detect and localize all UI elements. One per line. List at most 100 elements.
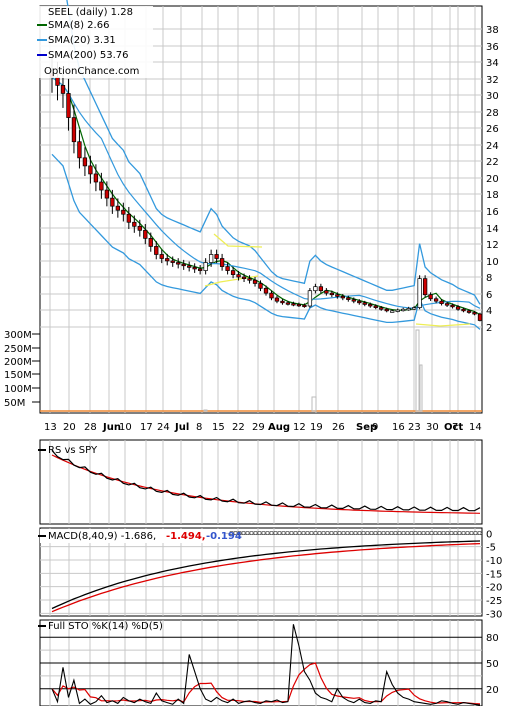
macd-hist-bar bbox=[265, 531, 270, 535]
price-tick: 14 bbox=[486, 224, 499, 235]
candle-body bbox=[455, 306, 461, 310]
candle-body bbox=[93, 173, 99, 183]
candle-body bbox=[384, 308, 389, 312]
volume-bars bbox=[40, 329, 482, 412]
macd-hist-bar bbox=[285, 531, 290, 535]
candle-body bbox=[401, 308, 406, 312]
macd-lines bbox=[51, 531, 482, 613]
macd-hist-bar bbox=[325, 531, 330, 535]
macd-hist-bar bbox=[397, 531, 402, 535]
macd-hist-bar bbox=[421, 531, 426, 535]
price-tick: 38 bbox=[486, 25, 499, 36]
candle-body bbox=[296, 304, 302, 307]
candle-body bbox=[71, 117, 77, 143]
candle-body bbox=[143, 229, 148, 239]
price-panel-frame bbox=[39, 5, 483, 414]
macd-hist-bar bbox=[477, 531, 482, 535]
candle-body bbox=[55, 76, 60, 86]
date-tick: 20 bbox=[63, 422, 76, 433]
macd-hist-bar bbox=[233, 531, 238, 535]
macd-hist-bar bbox=[377, 531, 382, 535]
rs-line bbox=[51, 450, 481, 512]
macd-hist-bar bbox=[261, 531, 266, 535]
candle-body bbox=[132, 221, 137, 227]
macd-hist-bar bbox=[321, 531, 326, 535]
macd-tick: -20 bbox=[486, 583, 502, 594]
macd-hist-bar bbox=[289, 531, 294, 535]
candle-body bbox=[263, 287, 269, 294]
macd-hist-bar bbox=[417, 531, 422, 535]
candle-body bbox=[192, 267, 197, 270]
macd-hist-bar bbox=[313, 531, 318, 535]
price-grid bbox=[40, 6, 482, 413]
rs-ma-line bbox=[51, 454, 481, 514]
candle-body bbox=[60, 85, 66, 94]
candle-body bbox=[318, 286, 324, 292]
candle-body bbox=[252, 279, 258, 284]
volume-bar bbox=[311, 396, 317, 412]
legend-box bbox=[38, 6, 153, 78]
candle-body bbox=[373, 305, 378, 308]
macd-hist-bar bbox=[301, 531, 306, 535]
highlight-bottom bbox=[415, 323, 471, 327]
macd-tick: -25 bbox=[486, 596, 502, 607]
date-tick: 8 bbox=[196, 422, 202, 433]
price-tick: 2 bbox=[486, 323, 492, 334]
macd-hist-bar bbox=[445, 531, 450, 535]
macd-hist-bar bbox=[401, 531, 406, 535]
price-tick: 26 bbox=[486, 124, 499, 135]
volume-tick: 150M bbox=[4, 370, 32, 381]
date-tick: Jun bbox=[102, 422, 121, 433]
candle-body bbox=[450, 304, 455, 308]
macd-hist-bar bbox=[437, 531, 442, 535]
volume-tick: 250M bbox=[4, 344, 32, 355]
candle-body bbox=[236, 274, 241, 278]
macd-signal-value: -1.494, bbox=[166, 531, 206, 542]
rs-panel-frame bbox=[39, 439, 483, 525]
candle-body bbox=[219, 258, 225, 267]
candle-body bbox=[126, 213, 131, 223]
candle-body bbox=[159, 254, 164, 259]
macd-hist-value: -0.194 bbox=[206, 531, 242, 542]
candle-body bbox=[208, 254, 214, 263]
candle-body bbox=[230, 270, 236, 275]
candle-body bbox=[170, 260, 175, 263]
candle-body bbox=[110, 197, 115, 207]
candle-body bbox=[461, 308, 466, 312]
candle-body bbox=[154, 246, 159, 255]
macd-hist-bar bbox=[453, 531, 458, 535]
candle-body bbox=[379, 307, 384, 310]
macd-hist-bar bbox=[329, 531, 334, 535]
candle-body bbox=[346, 297, 351, 300]
stoch-grid bbox=[40, 620, 482, 706]
macd-hist-bar bbox=[249, 531, 254, 535]
macd-legend-bg bbox=[40, 529, 225, 543]
price-tick: 8 bbox=[486, 273, 492, 284]
date-tick: 30 bbox=[426, 422, 439, 433]
price-tick: 32 bbox=[486, 75, 499, 86]
candle-body bbox=[433, 298, 439, 302]
candle-body bbox=[444, 303, 450, 306]
candle-body bbox=[422, 278, 428, 296]
candle-body bbox=[66, 93, 71, 118]
price-tick: 12 bbox=[486, 240, 499, 251]
date-tick: 12 bbox=[293, 422, 306, 433]
volume-tick: 100M bbox=[4, 384, 32, 395]
macd-hist-bar bbox=[237, 531, 242, 535]
macd-hist-bar bbox=[465, 531, 470, 535]
candle-body bbox=[241, 276, 247, 279]
date-tick: 28 bbox=[84, 422, 97, 433]
macd-hist-bar bbox=[337, 531, 342, 535]
macd-tick: -5 bbox=[486, 543, 496, 554]
macd-hist-bar bbox=[273, 531, 278, 535]
candle-body bbox=[477, 313, 483, 321]
macd-hist-bar bbox=[245, 531, 250, 535]
volume-tick: 50M bbox=[4, 398, 25, 409]
date-tick: 22 bbox=[232, 422, 245, 433]
candle-body bbox=[82, 157, 88, 167]
candle-body bbox=[307, 290, 313, 307]
candle-body bbox=[357, 300, 362, 304]
macd-hist-bar bbox=[441, 531, 446, 535]
price-tick: 4 bbox=[486, 306, 492, 317]
